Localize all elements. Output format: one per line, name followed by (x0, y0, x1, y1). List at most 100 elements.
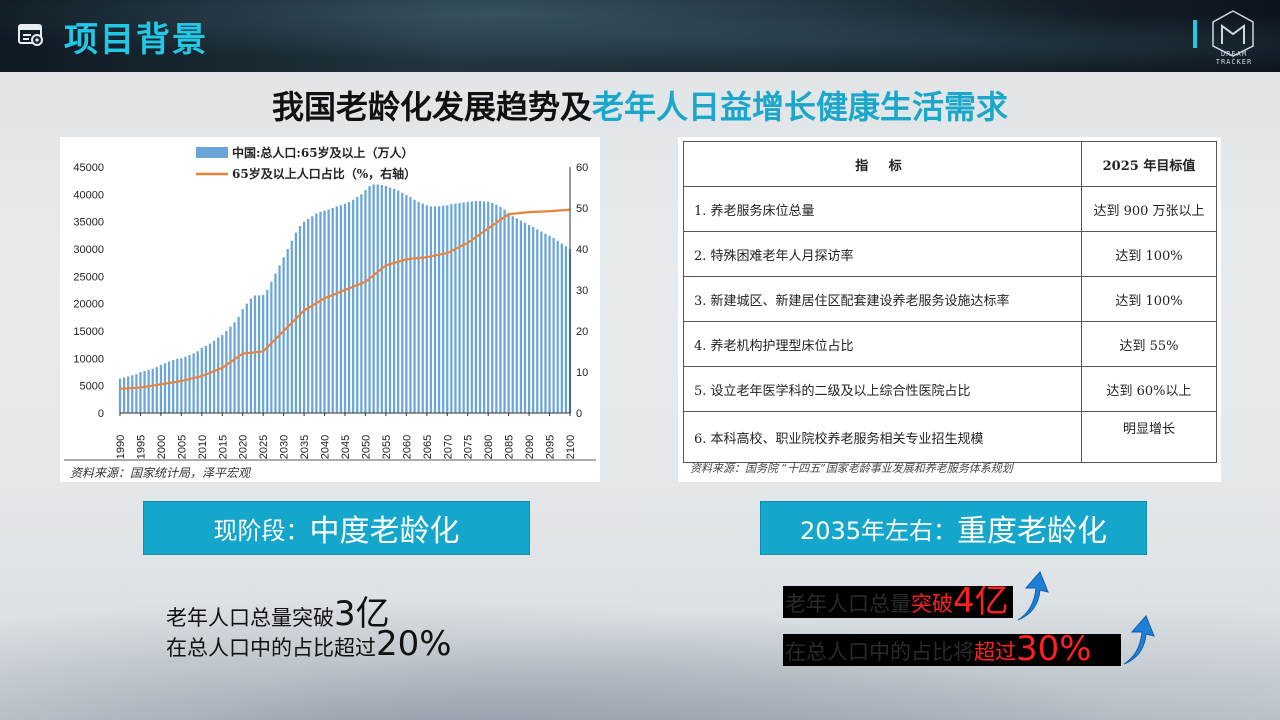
bar (409, 197, 412, 413)
bar (331, 208, 334, 413)
right-axis-tick: 10 (576, 367, 588, 379)
bar (352, 199, 355, 413)
left-stage-box: 现阶段： 中度老龄化 (143, 501, 530, 555)
bar (319, 211, 322, 413)
x-axis-tick: 2015 (217, 435, 229, 459)
bar (548, 235, 551, 413)
table-cell-target: 达到 55% (1081, 321, 1217, 367)
bar (262, 294, 265, 413)
bar (368, 186, 371, 413)
table-source: 资料来源：国务院 “十四五”国家老龄事业发展和养老服务体系规划 (690, 462, 1013, 475)
bar (560, 243, 563, 413)
right-stat-2-value: 30% (1016, 634, 1092, 666)
bar (495, 204, 498, 413)
right-stat-1: 老年人口总量 突破 4亿 (783, 586, 1013, 618)
bar (401, 192, 404, 413)
chart-legend: 中国:总人口:65岁及以上（万人） 65岁及以上人口占比（%，右轴） (196, 145, 416, 181)
bar (217, 337, 220, 413)
bar (233, 322, 236, 413)
left-stage-prefix: 现阶段： (213, 516, 310, 545)
bar (376, 184, 379, 413)
x-axis-tick: 2100 (565, 435, 577, 459)
legend-line-label: 65岁及以上人口占比（%，右轴） (232, 166, 416, 181)
bar (298, 226, 302, 413)
bar (163, 363, 167, 413)
table-cell-target: 明显增长 (1081, 411, 1217, 463)
right-axis-tick: 60 (576, 162, 588, 174)
bar (433, 206, 437, 413)
bar (474, 200, 478, 413)
bar (450, 204, 453, 413)
left-stat-1-text: 老年人口总量突破 (166, 606, 334, 630)
left-axis-tick: 30000 (73, 244, 104, 256)
bar (237, 316, 240, 413)
bar (564, 246, 568, 413)
bar (458, 203, 461, 413)
bar (282, 257, 285, 413)
bar (139, 372, 142, 413)
bar (392, 188, 396, 413)
table-cell-indicator: 3. 新建城区、新建居住区配套建设养老服务设施达标率 (683, 276, 1082, 322)
bar (442, 205, 445, 413)
bar (302, 221, 306, 413)
bar (290, 240, 293, 413)
bar (360, 194, 363, 413)
x-axis-tick: 1995 (135, 435, 147, 459)
bar (196, 351, 199, 413)
bar (556, 240, 559, 413)
bar (311, 216, 314, 413)
bar (118, 378, 122, 413)
bar (315, 213, 318, 413)
table-cell-target: 达到 60%以上 (1081, 366, 1217, 412)
table-row: 6. 本科高校、职业院校养老服务相关专业招生规模 明显增长 (683, 411, 1217, 463)
left-axis-tick: 5000 (80, 381, 104, 393)
table-row: 3. 新建城区、新建居住区配套建设养老服务设施达标率 达到 100% (683, 276, 1217, 322)
header-bar: 项目背景 DREAM TRACKER (0, 0, 1280, 72)
table-cell-target: 达到 100% (1081, 276, 1217, 322)
right-stat-1-highlight: 突破 (911, 592, 953, 616)
dream-tracker-logo (1212, 10, 1254, 57)
left-stat-1-value: 3亿 (334, 594, 390, 634)
table-header-indicator: 指 标 (683, 141, 1082, 187)
bar (147, 369, 150, 413)
bar (241, 309, 244, 413)
right-stage-prefix: 2035年左右： (799, 516, 958, 545)
bar (200, 347, 203, 413)
bar (127, 376, 130, 413)
bar (343, 203, 347, 413)
bar (131, 375, 134, 413)
bar (204, 345, 208, 413)
main-title-part1: 我国老龄化发展趋势及 (271, 88, 592, 126)
bar (274, 273, 277, 413)
bar (544, 233, 547, 413)
up-arrow-icon (1123, 615, 1155, 665)
left-axis-tick: 0 (98, 408, 104, 420)
bar (413, 199, 416, 413)
bar (286, 249, 289, 413)
main-title-part2: 老年人日益增长健康生活需求 (592, 88, 1009, 126)
bar (511, 216, 514, 413)
x-axis-tick: 2035 (299, 435, 311, 459)
settings-window-icon (18, 24, 43, 46)
bar (397, 190, 400, 413)
bar (122, 377, 126, 413)
left-axis-tick: 35000 (73, 217, 104, 229)
chart-axes: 4500040000350003000025000200001500010000… (73, 162, 588, 459)
bar (176, 358, 179, 413)
bar (372, 184, 375, 413)
bar (384, 186, 388, 413)
table-header-row: 指 标 2025 年目标值 (683, 141, 1217, 187)
bar (552, 238, 555, 413)
bar (503, 209, 506, 413)
x-axis-tick: 2080 (483, 435, 495, 459)
x-axis-tick: 2060 (401, 435, 413, 459)
x-axis-tick: 2020 (238, 435, 250, 459)
legend-bar-label: 中国:总人口:65岁及以上（万人） (232, 145, 414, 160)
header-glow (0, 0, 1280, 72)
up-arrow-icon (1017, 571, 1049, 621)
table-header-target: 2025 年目标值 (1081, 141, 1217, 187)
target-table-panel: 指 标 2025 年目标值 1. 养老服务床位总量 达到 900 万张以上 2. … (678, 137, 1221, 482)
legend-bar-swatch (196, 147, 228, 158)
header-accent-bar (1193, 20, 1197, 48)
bar (470, 201, 473, 413)
